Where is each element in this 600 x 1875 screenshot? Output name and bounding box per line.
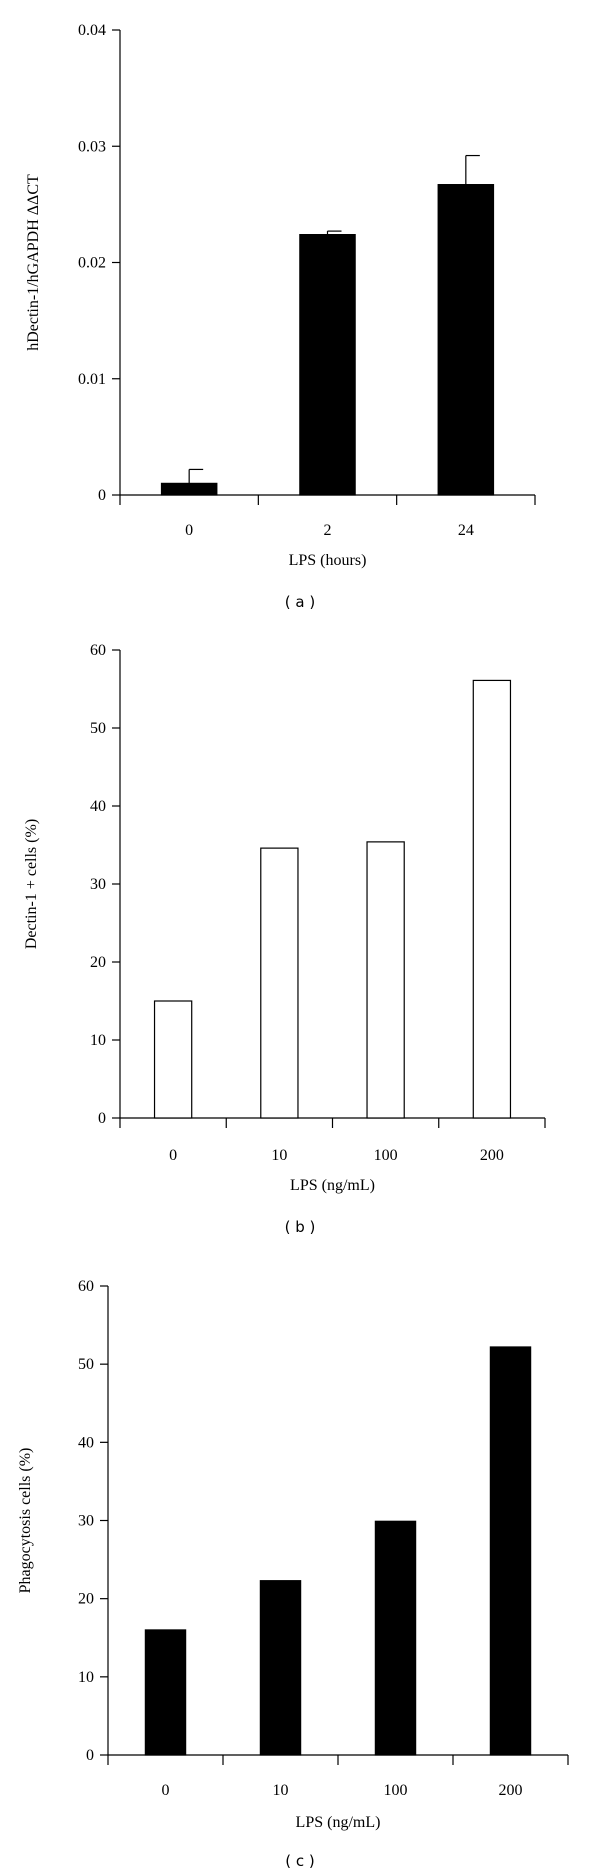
chart-c-bar [489,1346,532,1756]
chart-a-y-tick-label: 0 [98,487,106,504]
chart-b-y-tick-label: 30 [90,876,106,893]
chart-b-y-axis-title: Dectin-1 + cells (%) [23,819,40,949]
chart-b-bar [472,679,512,1119]
chart-c-y-axis-title: Phagocytosis cells (%) [17,1448,34,1594]
chart-a-x-tick-label: 0 [185,522,193,539]
chart-c-y-tick-label: 40 [78,1434,94,1451]
chart-a-x-tick-label: 24 [458,522,474,539]
chart-c-x-tick-label: 10 [273,1782,289,1799]
chart-b-y-tick-label: 60 [90,642,106,659]
chart-a-y-tick-label: 0.02 [78,255,106,272]
chart-c-x-tick-label: 200 [499,1782,523,1799]
chart-b-x-tick-label: 0 [169,1147,177,1164]
chart-c-svg: 0 10 20 30 40 50 60 0 10 100 200 LPS (ng/mL) Phagocy… [17,1278,569,1870]
chart-c-x-tick-label: 100 [384,1782,408,1799]
chart-b-x-tick-label: 100 [374,1147,398,1164]
chart-c-bar [259,1580,302,1756]
chart-c-y-tick-label: 50 [78,1356,94,1373]
chart-a-y-tick-label: 0.04 [78,22,106,39]
chart-panel-a: 0 0.01 0.02 0.03 0.04 0 2 24 LPS (hours) hDectin-… [0,0,600,625]
chart-b-y-tick-label: 40 [90,798,106,815]
chart-b-x-axis-title: LPS (ng/mL) [290,1177,375,1194]
chart-b-bar [260,847,299,1119]
chart-b-svg: 0 10 20 30 40 50 60 0 10 100 200 LPS (ng/mL) Dectin-… [23,642,546,1236]
chart-a-y-tick-label: 0.03 [78,138,106,155]
chart-b-y-tick-label: 10 [90,1032,106,1049]
chart-c-y-tick-label: 20 [78,1591,94,1608]
chart-c-x-axis-title: LPS (ng/mL) [296,1814,381,1831]
chart-a-bar [160,482,218,496]
chart-c-y-tick-label: 0 [86,1747,94,1764]
chart-a-bar [299,234,356,496]
chart-a-y-tick-label: 0.01 [78,371,106,388]
chart-a-x-axis-title: LPS (hours) [289,552,367,569]
chart-a-svg: 0 0.01 0.02 0.03 0.04 0 2 24 LPS (hours) hDectin-… [25,22,536,611]
chart-c-panel-label: ( c ) [285,1852,315,1870]
chart-a-x-tick-label: 2 [324,522,332,539]
chart-b-x-tick-label: 10 [271,1147,287,1164]
chart-c-y-tick-label: 10 [78,1669,94,1686]
chart-c-y-tick-label: 60 [78,1278,94,1295]
chart-b-panel-label: ( b ) [285,1218,316,1236]
chart-a-y-axis-title: hDectin-1/hGAPDH ΔΔCT [25,174,42,351]
chart-a-panel-label: ( a ) [285,593,315,611]
chart-c-bar [374,1520,417,1756]
chart-c-y-tick-label: 30 [78,1513,94,1530]
chart-b-y-tick-label: 20 [90,954,106,971]
chart-panel-c: 0 10 20 30 40 50 60 0 10 100 200 LPS (ng/mL) Phagocy… [0,1250,600,1875]
chart-b-y-tick-label: 0 [98,1110,106,1127]
chart-b-y-tick-label: 50 [90,720,106,737]
chart-b-x-tick-label: 200 [480,1147,504,1164]
chart-panel-b: 0 10 20 30 40 50 60 0 10 100 200 LPS (ng/mL) Dectin-… [0,625,600,1250]
chart-b-bar [366,841,405,1119]
chart-a-bar [437,184,495,496]
chart-c-bar [144,1629,187,1756]
chart-c-x-tick-label: 0 [162,1782,170,1799]
chart-b-bar [153,1000,193,1119]
